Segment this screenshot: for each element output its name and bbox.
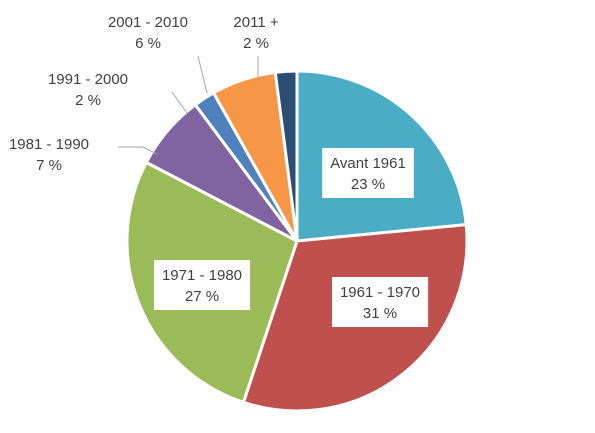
data-label-3: 1971 - 1980 27 % bbox=[154, 260, 251, 310]
slice-value-label: 2 % bbox=[243, 35, 269, 52]
pie-slices bbox=[125, 69, 469, 413]
slice-value-label: 7 % bbox=[36, 157, 62, 174]
slice-category-label: 2001 - 2010 bbox=[108, 14, 188, 31]
slice-value-label: 27 % bbox=[185, 288, 219, 305]
data-label-box bbox=[332, 277, 429, 327]
data-label-1: Avant 1961 23 % bbox=[322, 148, 414, 198]
slice-category-label: 1971 - 1980 bbox=[162, 267, 242, 284]
slice-category-label: 2011 + bbox=[233, 14, 278, 31]
leader-lines bbox=[118, 55, 259, 155]
data-label-box bbox=[322, 148, 414, 198]
slice-value-label: 2 % bbox=[75, 92, 101, 109]
data-label-6: 2001 - 2010 6 % bbox=[108, 14, 188, 52]
data-label-5: 1991 - 2000 2 % bbox=[48, 71, 128, 109]
slice-category-label: 1991 - 2000 bbox=[48, 71, 128, 88]
slice-category-label: Avant 1961 bbox=[330, 155, 406, 172]
leader-line-6 bbox=[197, 55, 208, 94]
data-labels: Avant 1961 23 % 1961 - 1970 31 % 1971 - 1980… bbox=[9, 14, 429, 327]
data-label-4: 1981 - 1990 7 % bbox=[9, 136, 89, 174]
data-label-7: 2011 + 2 % bbox=[233, 14, 278, 52]
data-label-box bbox=[154, 260, 251, 310]
slice-category-label: 1961 - 1970 bbox=[340, 284, 420, 301]
pie-slice-7 bbox=[273, 69, 299, 243]
leader-line-4 bbox=[118, 146, 158, 155]
slice-value-label: 31 % bbox=[363, 305, 397, 322]
slice-value-label: 6 % bbox=[135, 35, 161, 52]
slice-category-label: 1981 - 1990 bbox=[9, 136, 89, 153]
data-label-2: 1961 - 1970 31 % bbox=[332, 277, 429, 327]
leader-line-5 bbox=[171, 91, 188, 114]
slice-value-label: 23 % bbox=[351, 176, 385, 193]
